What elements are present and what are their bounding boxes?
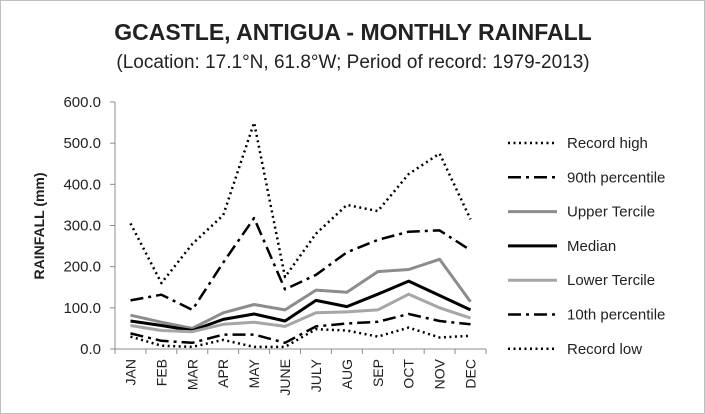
legend-label: Record high xyxy=(567,135,648,152)
series-line-90th-percentile xyxy=(130,216,472,312)
legend-label: Upper Tercile xyxy=(567,204,655,221)
x-tick-label: MAR xyxy=(184,359,200,390)
x-tick-label: OCT xyxy=(401,359,417,389)
x-tick-label: JUNE xyxy=(277,359,293,396)
y-tick-label: 100.0 xyxy=(63,300,101,317)
y-tick-label: 500.0 xyxy=(63,135,101,152)
x-tick-label: FEB xyxy=(153,359,169,386)
legend: Record high 90th percentile Upper Tercile M… xyxy=(508,135,665,358)
y-tick-label: 600.0 xyxy=(63,94,101,111)
x-tick-label: NOV xyxy=(432,358,448,389)
y-tick-label: 400.0 xyxy=(63,176,101,193)
legend-label: 90th percentile xyxy=(567,169,665,186)
series-line-lower-tercile xyxy=(130,292,471,334)
y-tick-label: 300.0 xyxy=(63,218,101,235)
chart-title: GCASTLE, ANTIGUA - MONTHLY RAINFALL xyxy=(114,19,591,45)
series-line-record-high xyxy=(129,121,472,285)
chart-subtitle: (Location: 17.1°N, 61.8°W; Period of rec… xyxy=(116,52,589,73)
y-tick-label: 0.0 xyxy=(80,341,101,358)
legend-label: Lower Tercile xyxy=(567,272,655,289)
legend-label: 10th percentile xyxy=(567,307,665,324)
x-tick-label: JULY xyxy=(308,358,324,392)
series-line-upper-tercile xyxy=(130,257,472,330)
x-tick-label: AUG xyxy=(339,359,355,389)
x-tick-label: SEP xyxy=(370,359,386,387)
y-tick-label: 200.0 xyxy=(63,259,101,276)
series-line-record-low xyxy=(130,326,471,349)
x-tick-label: JAN xyxy=(122,359,138,385)
plot-area: 0.0 100.0 200.0 300.0 400.0 500.0 600.0 JAN FEB M… xyxy=(63,94,487,396)
legend-label: Median xyxy=(567,238,616,255)
x-tick-label: APR xyxy=(215,359,231,388)
legend-label: Record low xyxy=(567,341,642,358)
x-tick-label: MAY xyxy=(246,358,262,388)
series-line-median xyxy=(130,279,472,332)
y-axis-label: RAINFALL (mm) xyxy=(31,172,47,279)
series-line-10th-percentile xyxy=(130,312,471,345)
x-tick-label: DEC xyxy=(463,359,479,389)
